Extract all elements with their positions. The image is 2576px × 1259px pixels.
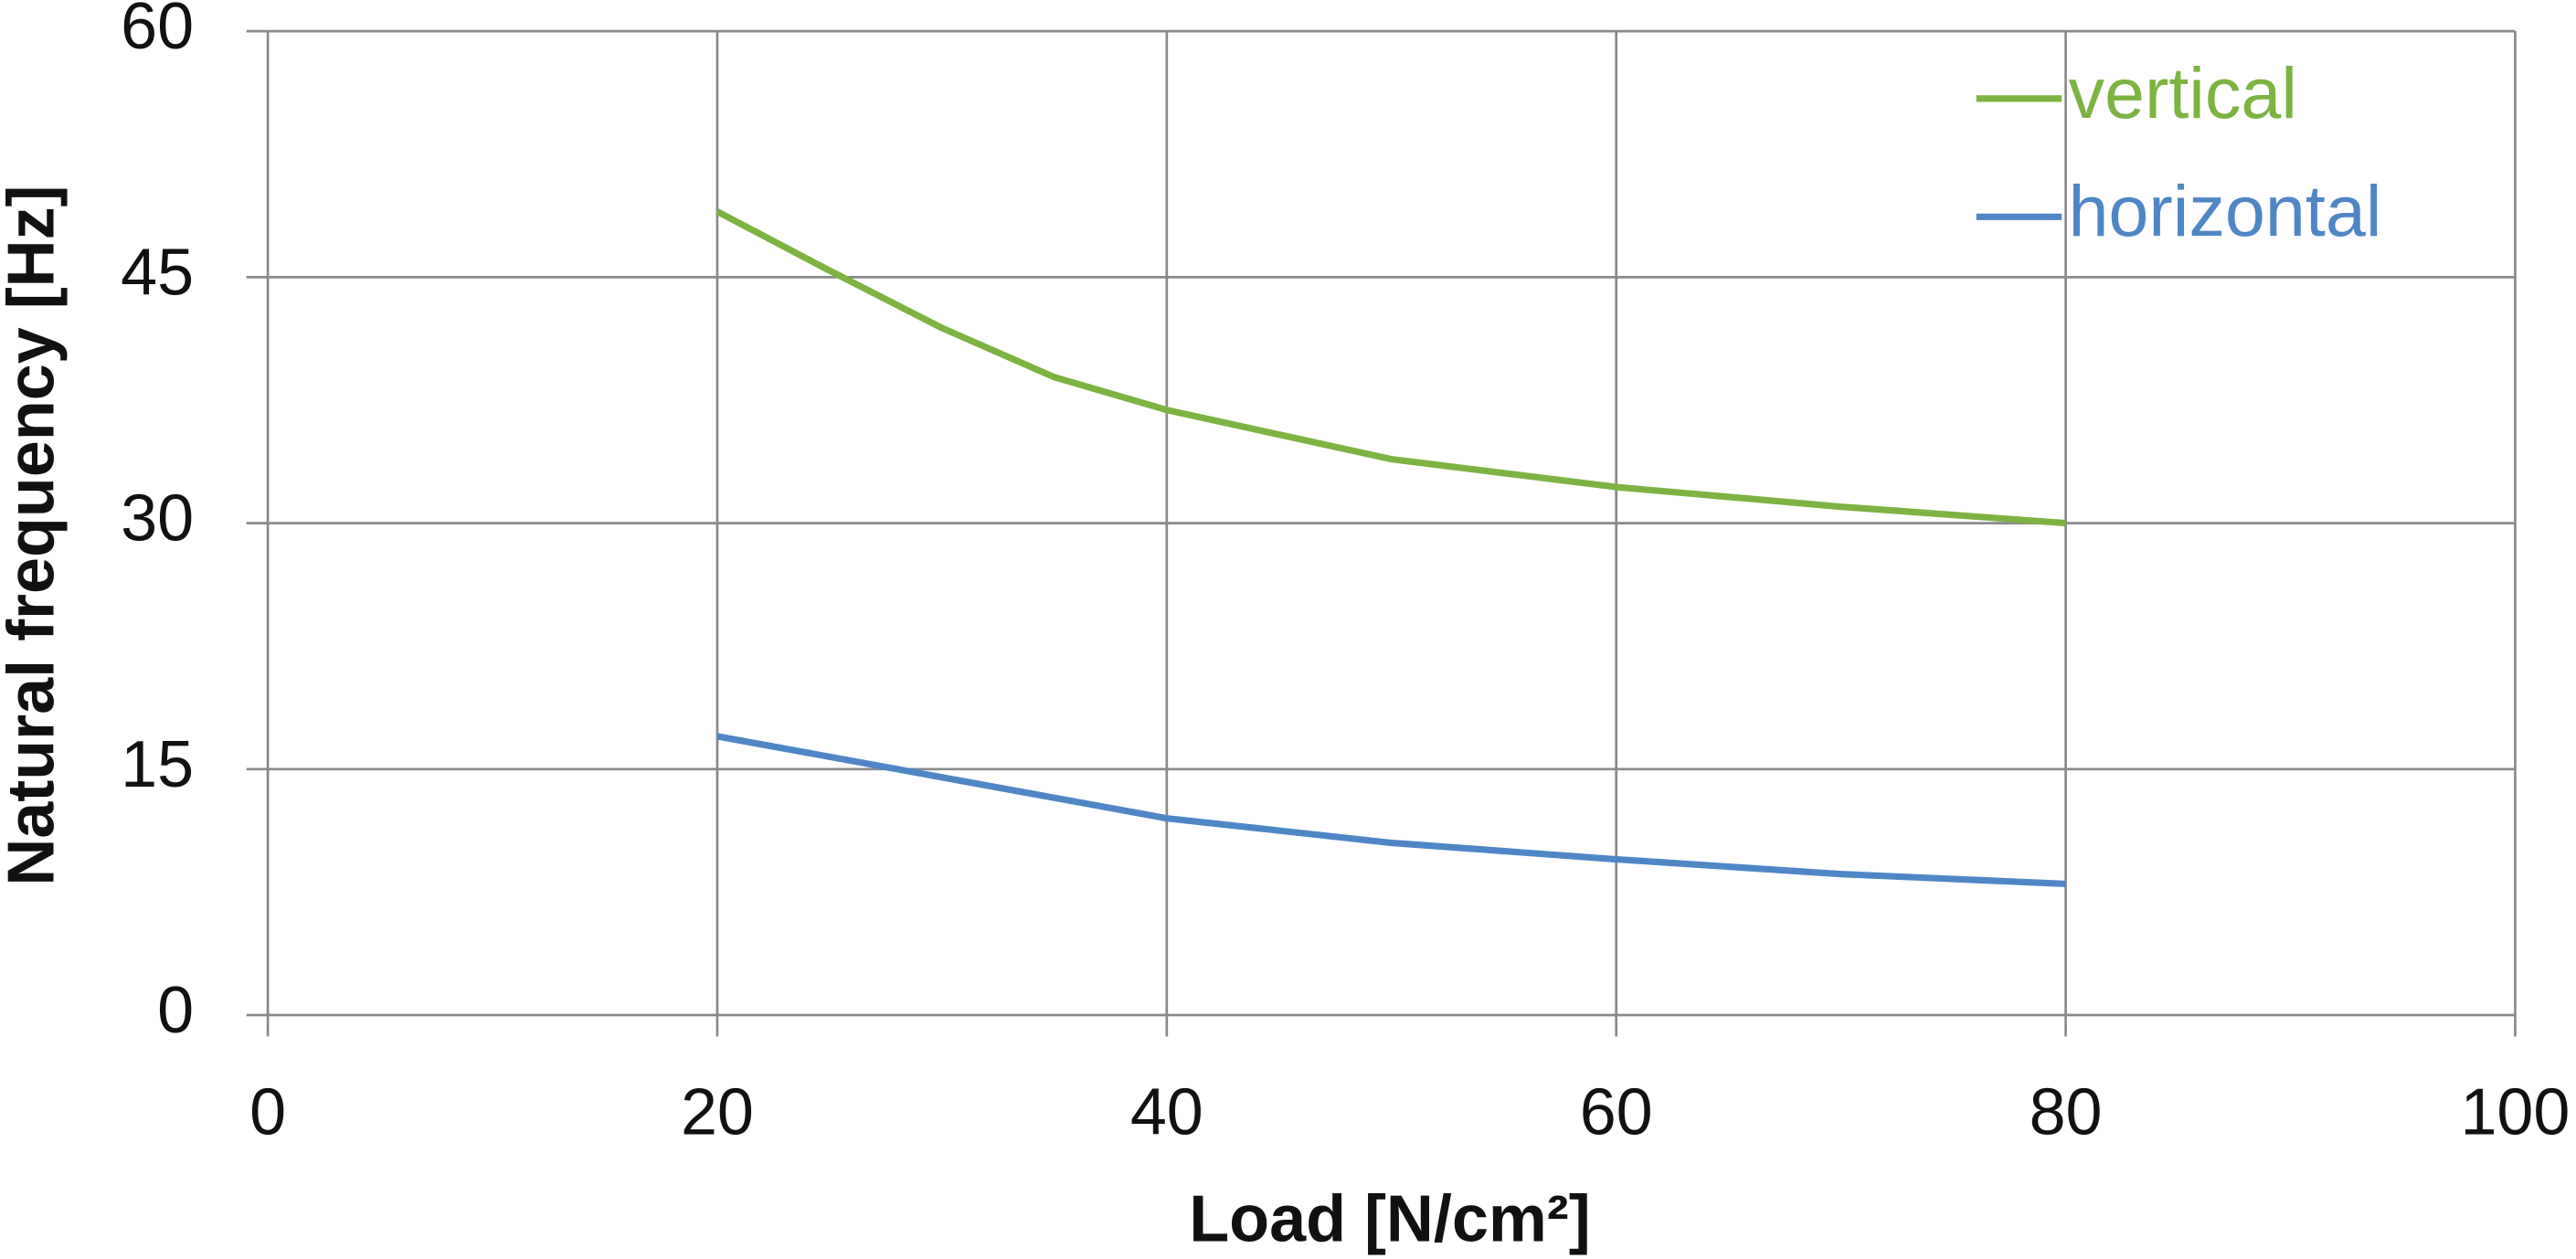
y-tick-label: 15 xyxy=(121,728,194,801)
y-tick-label: 45 xyxy=(121,236,194,309)
y-tick-label: 60 xyxy=(121,0,194,63)
y-tick-label: 0 xyxy=(157,974,194,1047)
x-tick-label: 60 xyxy=(1580,1075,1653,1148)
data-line xyxy=(716,208,2066,527)
x-tick-label: 80 xyxy=(2030,1075,2103,1148)
x-tick-label: 100 xyxy=(2460,1075,2570,1148)
x-axis-title: Load [N/cm²] xyxy=(1189,1182,1590,1255)
y-axis-title: Natural frequency [Hz] xyxy=(0,185,69,886)
data-line xyxy=(716,733,2066,888)
x-tick-label: 0 xyxy=(249,1075,286,1148)
x-tick-label: 40 xyxy=(1130,1075,1203,1148)
y-tick-label: 30 xyxy=(121,482,194,555)
legend-label: horizontal xyxy=(2068,170,2381,251)
legend-label: vertical xyxy=(2068,52,2297,133)
x-tick-label: 20 xyxy=(681,1075,754,1148)
